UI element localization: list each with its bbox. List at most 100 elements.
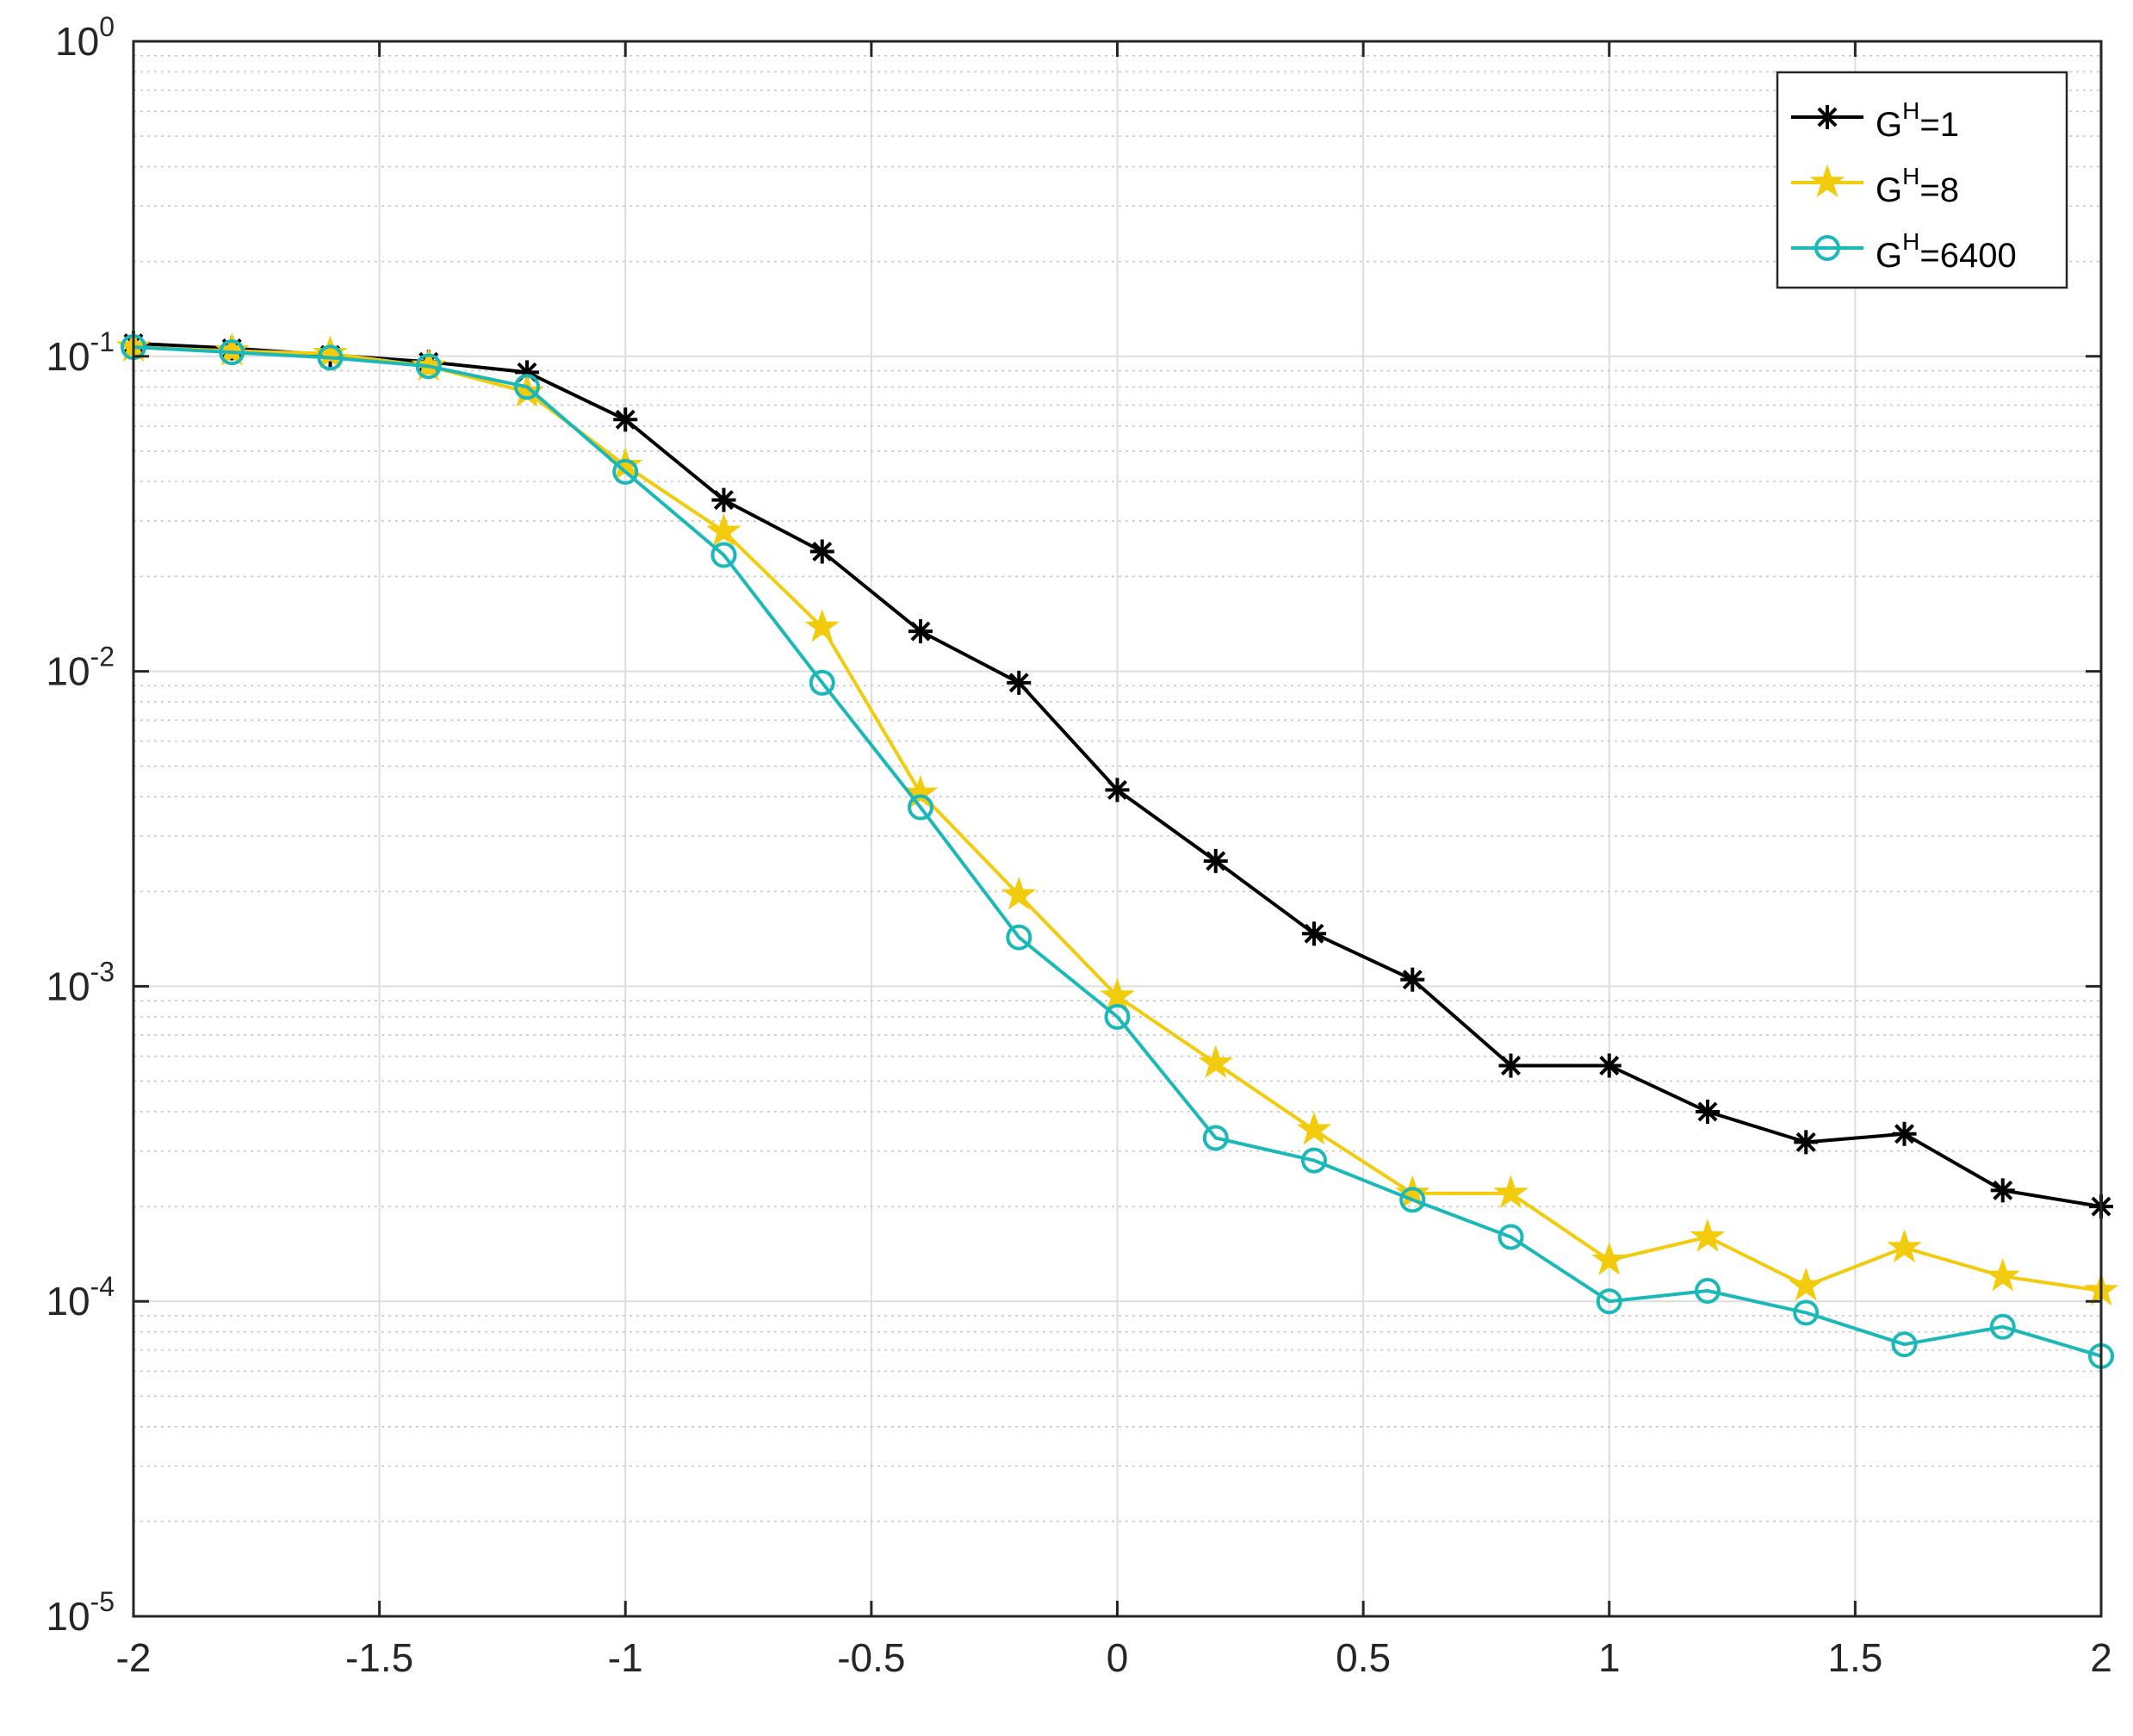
ticks: -2 -1.5 -1 -0.5 0 0.5 1 1.5 210-510-410-310-210-… <box>46 11 2111 1680</box>
x-tick-label: 0 <box>1107 1635 1129 1680</box>
series-2-point <box>1301 1147 1327 1174</box>
legend-marker <box>1814 235 1840 261</box>
series-2-point <box>1497 1224 1524 1250</box>
legend-label-value: =6400 <box>1919 237 2016 275</box>
series-1-point <box>1788 1267 1824 1301</box>
series-1-point <box>804 609 840 642</box>
legend-label: GH=1 <box>1876 97 1959 144</box>
y-tick-base: 10 <box>46 334 90 379</box>
series-0-point <box>711 487 736 512</box>
series-1-point <box>1296 1111 1332 1145</box>
y-tick-label: 10-3 <box>46 956 115 1008</box>
series-0-point <box>809 539 834 564</box>
y-tick-label: 10-1 <box>46 326 115 379</box>
series-1-point <box>1493 1175 1528 1209</box>
series-2-point <box>809 669 835 696</box>
x-tick-label: 0.5 <box>1336 1635 1391 1680</box>
y-tick-label: 10-2 <box>46 642 115 694</box>
legend-item-0: GH=1 <box>1791 97 1959 144</box>
x-tick-label: 2 <box>2090 1635 2112 1680</box>
x-tick-label: -1.5 <box>345 1635 413 1680</box>
series-1-point <box>1001 877 1037 910</box>
series-1-point <box>1591 1242 1628 1275</box>
series-1-point <box>1198 1045 1234 1078</box>
series-0-point <box>1203 848 1228 873</box>
y-tick-base: 10 <box>46 1594 90 1639</box>
series-2-point <box>710 542 737 568</box>
legend-label-superscript: H <box>1902 97 1919 124</box>
y-tick-label: 10-5 <box>46 1586 115 1639</box>
series-0-point <box>1302 921 1326 946</box>
series-1-point <box>1887 1229 1922 1263</box>
series-2-point <box>1104 1003 1131 1030</box>
series-2-point <box>1695 1277 1721 1304</box>
x-tick-label: -2 <box>116 1635 152 1680</box>
series-0-point <box>1696 1099 1720 1124</box>
legend-label-base: G <box>1876 171 1902 209</box>
y-tick-exponent: -1 <box>90 326 115 357</box>
x-tick-label: -1 <box>608 1635 643 1680</box>
series-1-point <box>214 332 250 366</box>
series-1-point <box>1100 977 1135 1012</box>
series-2-point <box>1006 924 1032 951</box>
x-tick-label: 1 <box>1598 1635 1621 1680</box>
series-0-point <box>1105 778 1130 803</box>
legend-marker <box>1809 164 1845 198</box>
y-tick-base: 10 <box>46 964 90 1008</box>
y-tick-exponent: -3 <box>90 956 115 987</box>
y-tick-base: 10 <box>46 649 90 694</box>
legend-label: GH=6400 <box>1876 228 2017 275</box>
legend-item-2: GH=6400 <box>1791 228 2017 275</box>
legend-label-superscript: H <box>1902 228 1919 255</box>
series-2-point <box>1596 1288 1622 1315</box>
x-tick-label: 1.5 <box>1827 1635 1882 1680</box>
y-tick-label: 100 <box>55 11 115 64</box>
series-group <box>115 328 2119 1369</box>
legend-label: GH=8 <box>1876 163 1959 209</box>
series-0-point <box>515 360 539 385</box>
y-tick-exponent: -5 <box>90 1586 115 1617</box>
legend: GH=1GH=8GH=6400 <box>1776 71 2068 289</box>
y-tick-exponent: -4 <box>90 1271 115 1302</box>
series-0-point <box>1597 1053 1621 1078</box>
legend-label-value: =1 <box>1919 106 1959 144</box>
legend-label-base: G <box>1876 106 1902 144</box>
series-0-point <box>1990 1178 2015 1203</box>
series-0-point <box>1007 670 1032 695</box>
series-line-2 <box>133 345 2102 1358</box>
series-1-point <box>1985 1257 2021 1292</box>
series-0-point <box>1892 1121 1917 1146</box>
legend-label-base: G <box>1876 237 1902 275</box>
series-2-point <box>1989 1313 2016 1340</box>
legend-item-1: GH=8 <box>1791 163 1959 209</box>
series-0-point <box>1498 1053 1523 1078</box>
series-2-point <box>415 353 442 380</box>
series-0-point <box>1794 1130 1819 1155</box>
series-2-point <box>908 794 933 821</box>
series-0-point <box>908 619 933 644</box>
series-1-point <box>902 774 939 809</box>
series-2-point <box>1793 1299 1820 1326</box>
series-2-point <box>1399 1187 1426 1213</box>
series-1-point <box>706 512 741 547</box>
series-2-point <box>1202 1125 1229 1151</box>
series-0-point <box>613 407 638 432</box>
series-1-point <box>1690 1218 1726 1252</box>
y-tick-exponent: -2 <box>90 642 115 673</box>
y-tick-exponent: 0 <box>99 11 115 42</box>
series-2 <box>121 334 2114 1369</box>
series-2-point <box>514 374 540 400</box>
y-tick-base: 10 <box>55 19 99 64</box>
legend-label-superscript: H <box>1902 163 1919 189</box>
series-2-point <box>612 458 639 485</box>
series-2-point <box>1891 1331 1918 1358</box>
series-0-point <box>1400 967 1425 992</box>
legend-label-value: =8 <box>1919 171 1959 209</box>
y-tick-base: 10 <box>46 1279 90 1324</box>
series-1-point <box>313 335 348 369</box>
x-tick-label: -0.5 <box>837 1635 905 1680</box>
series-2-point <box>317 344 344 371</box>
series-2-point <box>219 339 245 366</box>
y-tick-label: 10-4 <box>46 1271 115 1324</box>
